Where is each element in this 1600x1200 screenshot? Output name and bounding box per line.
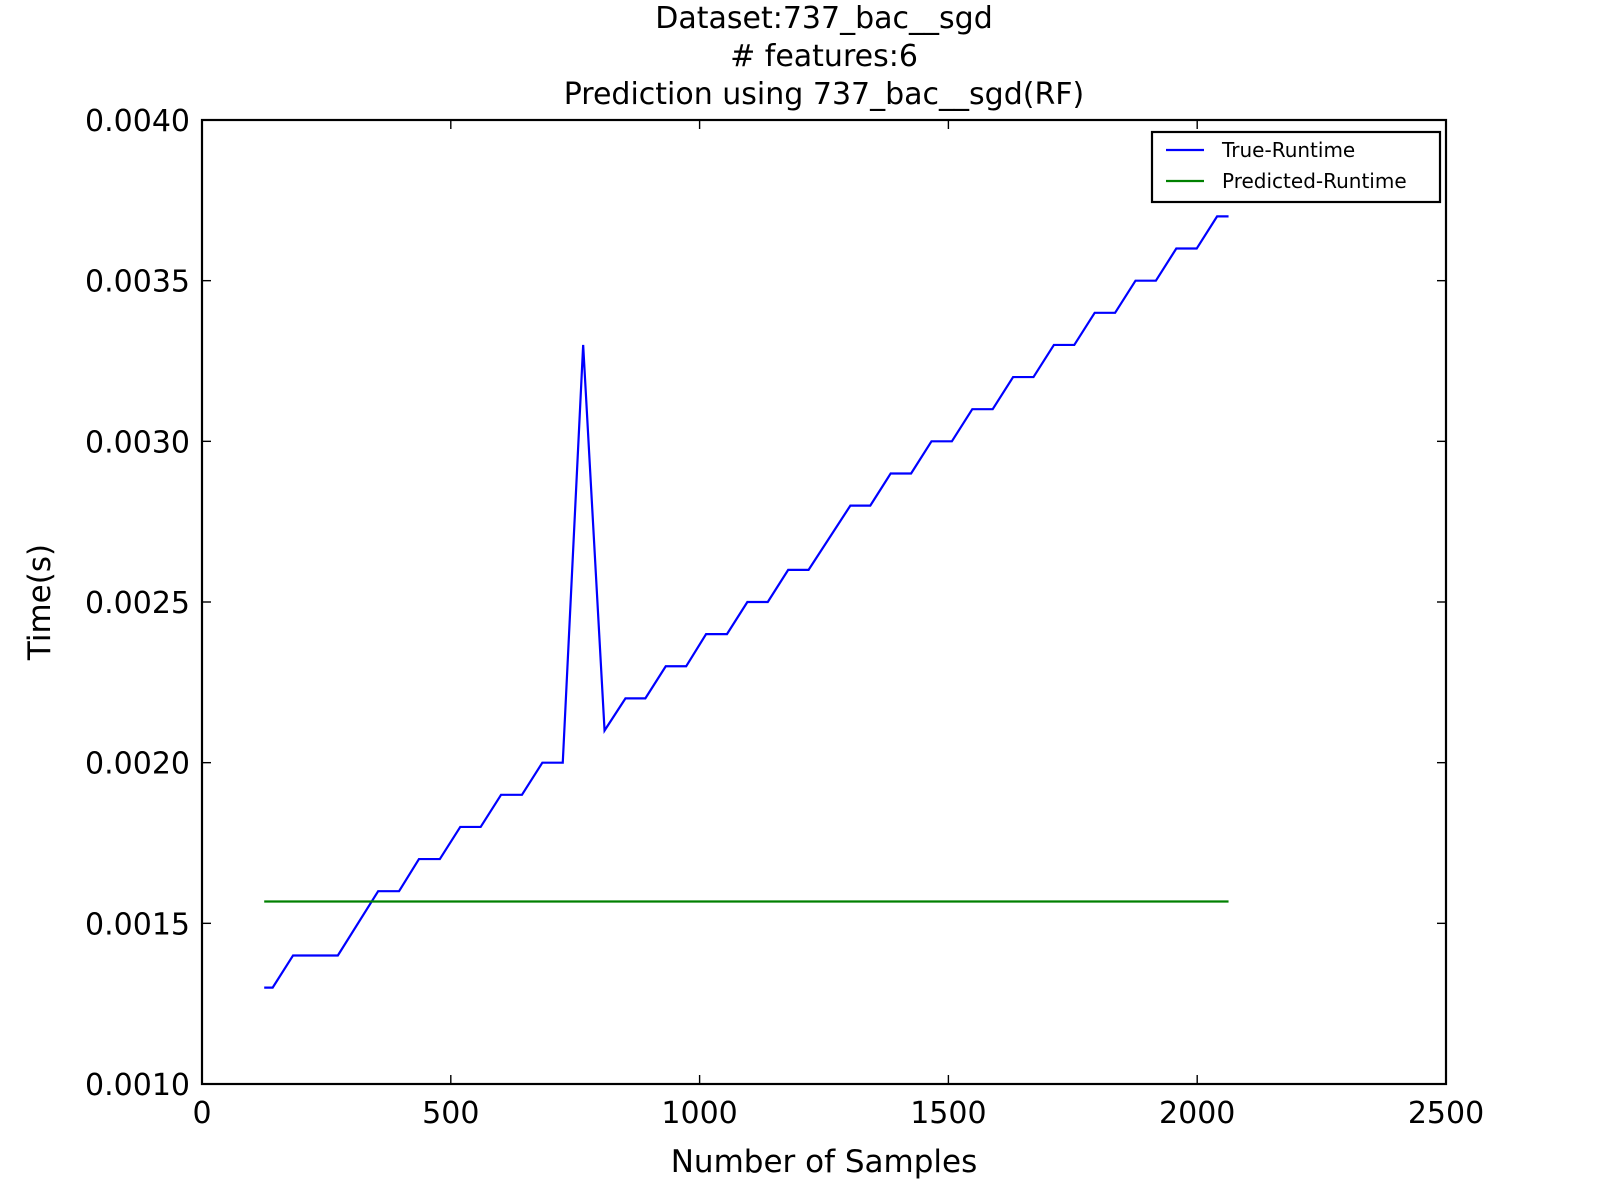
x-tick-label: 1000 <box>661 1096 737 1131</box>
plot-frame <box>200 118 1448 1086</box>
chart-title-line-3: Prediction using 737_bac__sgd(RF) <box>564 77 1085 112</box>
legend-label-predicted-runtime: Predicted-Runtime <box>1222 169 1407 193</box>
y-tick-label: 0.0010 <box>85 1068 190 1103</box>
x-tick-label: 1500 <box>910 1096 986 1131</box>
legend: True-Runtime Predicted-Runtime <box>1150 130 1442 204</box>
y-tick-label: 0.0020 <box>85 747 190 782</box>
x-axis-ticks: 0 500 1000 1500 2000 2500 <box>192 120 1484 1131</box>
y-tick-label: 0.0030 <box>85 425 190 460</box>
y-tick-label: 0.0015 <box>85 907 190 942</box>
x-axis-label: Number of Samples <box>671 1144 978 1180</box>
legend-label-true-runtime: True-Runtime <box>1221 138 1355 162</box>
y-axis-ticks: 0.0010 0.0015 0.0020 0.0025 0.0030 0.0035 0.00… <box>85 104 1446 1103</box>
chart-title-line-1: Dataset:737_bac__sgd <box>655 1 993 36</box>
chart-title: Dataset:737_bac__sgd# features:6Predicti… <box>564 1 1085 112</box>
y-axis-label: Time(s) <box>22 544 58 661</box>
x-tick-label: 500 <box>422 1096 479 1131</box>
y-tick-label: 0.0025 <box>85 586 190 621</box>
series-line-true-runtime <box>264 215 1229 989</box>
y-tick-label: 0.0035 <box>85 265 190 300</box>
plot-area <box>200 118 1448 1086</box>
x-tick-label: 2500 <box>1408 1096 1484 1131</box>
chart-title-line-2: # features:6 <box>730 39 918 74</box>
legend-box <box>1150 130 1442 204</box>
y-tick-label: 0.0040 <box>85 104 190 139</box>
x-tick-label: 0 <box>192 1096 211 1131</box>
x-tick-label: 2000 <box>1159 1096 1235 1131</box>
